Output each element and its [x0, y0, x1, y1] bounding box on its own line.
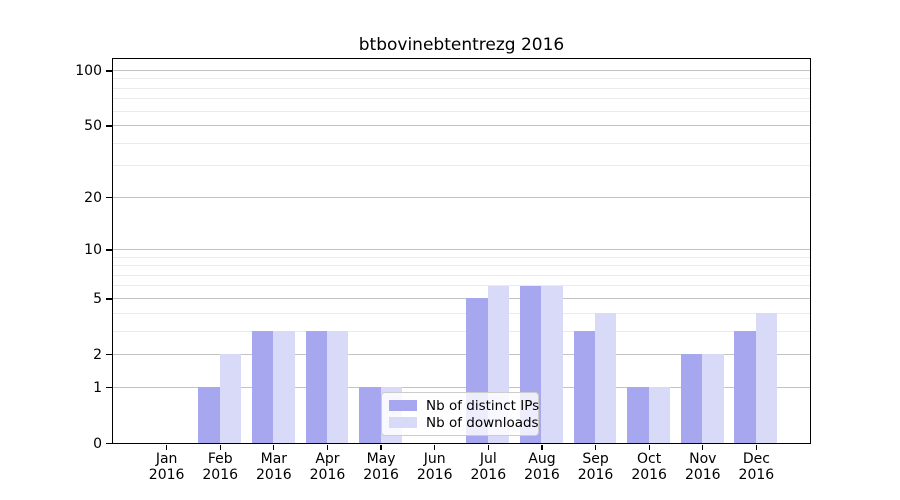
x-tick-label: Dec 2016 [738, 451, 775, 483]
x-tick-label: Oct 2016 [631, 451, 667, 483]
gridline-minor [112, 165, 810, 167]
gridline-major [112, 248, 810, 250]
x-tick-label: Aug 2016 [524, 451, 560, 483]
x-tick-mark [380, 445, 382, 450]
bar-distinct-ips [198, 387, 220, 443]
x-tick-label: Jan 2016 [148, 451, 185, 483]
x-tick-mark [487, 445, 489, 450]
x-tick-label: Apr 2016 [309, 451, 346, 483]
gridline-major [112, 297, 810, 299]
legend-swatch-distinct-ips-icon [389, 400, 417, 411]
x-tick-mark [219, 445, 221, 450]
gridline-minor [112, 274, 810, 276]
gridline-minor [112, 110, 810, 112]
y-tick-label: 0 [93, 435, 102, 452]
grid-layer [112, 59, 810, 443]
x-tick-mark [165, 445, 168, 450]
y-tick-label: 50 [84, 118, 102, 135]
x-tick-label: Mar 2016 [256, 451, 292, 483]
gridline-minor [112, 98, 810, 100]
legend-label-downloads: Nb of downloads [426, 414, 539, 431]
gridline-minor [112, 256, 810, 258]
y-tick-label: 5 [93, 290, 102, 307]
legend-swatch-downloads-icon [389, 417, 417, 428]
bar-downloads [219, 354, 242, 443]
gridline-major [112, 353, 810, 355]
x-tick-label: Nov 2016 [684, 451, 721, 483]
gridline-minor [112, 78, 810, 80]
gridline-minor [112, 265, 810, 267]
legend-item-downloads: Nb of downloads [389, 415, 539, 431]
y-tick-label: 20 [84, 189, 102, 206]
x-tick-label: May 2016 [363, 451, 399, 483]
x-tick-mark [273, 445, 275, 450]
plot-area [111, 58, 811, 444]
gridline-minor [112, 330, 810, 332]
gridline-major [112, 386, 810, 388]
x-tick-mark [648, 445, 650, 450]
x-tick-label: Sep 2016 [577, 451, 614, 483]
bar-downloads [702, 354, 724, 443]
x-tick-mark [702, 445, 704, 450]
gridline-major [112, 125, 810, 127]
gridline-minor [112, 142, 810, 144]
legend-label-distinct-ips: Nb of distinct IPs [426, 397, 540, 414]
bar-downloads [595, 313, 617, 443]
y-tick-label: 2 [93, 346, 102, 363]
bar-downloads [755, 313, 778, 443]
gridline-major [112, 196, 810, 198]
bar-distinct-ips [251, 331, 274, 443]
bar-downloads [541, 285, 563, 443]
x-tick-label: Jun 2016 [416, 451, 453, 483]
bar-downloads [326, 331, 349, 443]
bar-downloads [648, 387, 671, 443]
legend-item-distinct-ips: Nb of distinct IPs [389, 398, 539, 414]
x-tick-label: Feb 2016 [202, 451, 239, 483]
bar-distinct-ips [573, 331, 596, 443]
x-tick-mark [541, 445, 543, 450]
bar-distinct-ips [305, 331, 327, 443]
gridline-minor [112, 285, 810, 287]
y-tick-label: 1 [93, 379, 102, 396]
gridline-major [112, 69, 810, 71]
gridline-minor [112, 87, 810, 89]
legend: Nb of distinct IPs Nb of downloads [381, 392, 539, 436]
bar-distinct-ips [359, 387, 381, 443]
x-tick-mark [434, 445, 436, 450]
y-tick-label: 100 [75, 62, 102, 79]
gridline-minor [112, 312, 810, 314]
x-tick-mark [755, 445, 758, 450]
x-tick-mark [326, 445, 329, 450]
bar-distinct-ips [734, 331, 756, 443]
bar-downloads [273, 331, 295, 443]
x-tick-mark [594, 445, 597, 450]
bar-distinct-ips [680, 354, 703, 443]
x-tick-label: Jul 2016 [470, 451, 507, 483]
bar-distinct-ips [627, 387, 649, 443]
bars-layer [113, 59, 810, 443]
y-tick-label: 10 [84, 241, 102, 258]
chart-title: btbovinebtentrezg 2016 [358, 35, 565, 55]
